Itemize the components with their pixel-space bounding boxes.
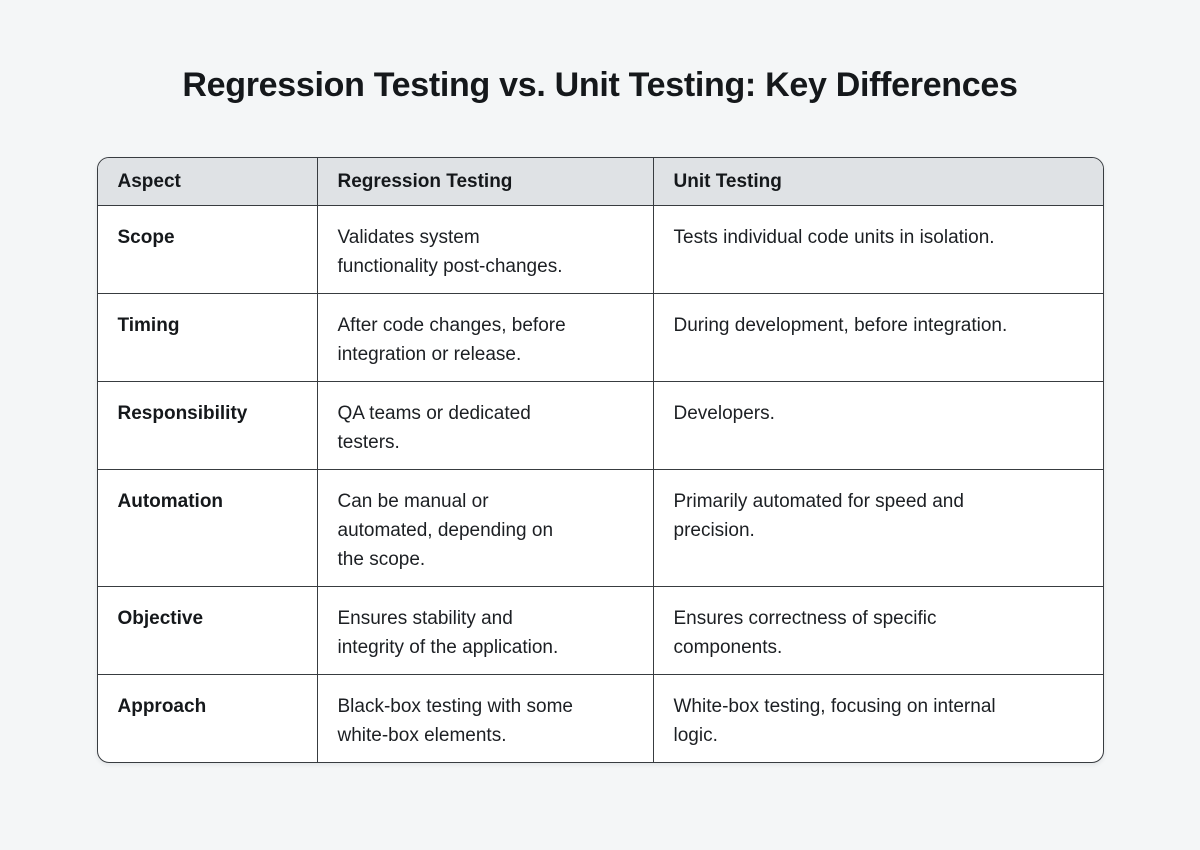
header-cell-unit-testing: Unit Testing: [652, 158, 1103, 205]
unit-cell: Ensures correctness of specific componen…: [652, 587, 1103, 674]
regression-cell: Can be manual or automated, depending on…: [316, 470, 653, 586]
header-cell-aspect: Aspect: [97, 158, 317, 205]
aspect-cell: Responsibility: [117, 403, 248, 424]
regression-cell: Black-box testing with some white-box el…: [316, 675, 653, 762]
aspect-cell: Objective: [117, 608, 204, 629]
table-row-scope: Scope Validates system functionality pos…: [97, 205, 1103, 293]
aspect-cell: Approach: [117, 696, 207, 717]
table-header-row: Aspect Regression Testing Unit Testing: [97, 158, 1103, 205]
table-row-responsibility: Responsibility QA teams or dedicated tes…: [97, 381, 1103, 469]
table-row-automation: Automation Can be manual or automated, d…: [97, 469, 1103, 586]
regression-cell: QA teams or dedicated testers.: [316, 382, 653, 469]
aspect-cell: Scope: [117, 227, 175, 248]
unit-cell: During development, before integration.: [652, 294, 1103, 381]
regression-cell: Validates system functionality post-chan…: [316, 206, 653, 293]
aspect-cell: Automation: [117, 491, 224, 512]
unit-cell: Primarily automated for speed and precis…: [652, 470, 1103, 586]
unit-cell: White-box testing, focusing on internal …: [652, 675, 1103, 762]
header-cell-regression-testing: Regression Testing: [316, 158, 653, 205]
unit-cell: Developers.: [652, 382, 1103, 469]
unit-cell: Tests individual code units in isolation…: [652, 206, 1103, 293]
comparison-table: Aspect Regression Testing Unit Testing S…: [96, 157, 1104, 763]
table-row-approach: Approach Black-box testing with some whi…: [97, 674, 1103, 762]
page-title: Regression Testing vs. Unit Testing: Key…: [182, 66, 1018, 104]
regression-cell: After code changes, before integration o…: [316, 294, 653, 381]
table-row-objective: Objective Ensures stability and integrit…: [97, 586, 1103, 674]
table-row-timing: Timing After code changes, before integr…: [97, 293, 1103, 381]
regression-cell: Ensures stability and integrity of the a…: [316, 587, 653, 674]
aspect-cell: Timing: [117, 315, 180, 336]
page: Regression Testing vs. Unit Testing: Key…: [0, 66, 1200, 850]
